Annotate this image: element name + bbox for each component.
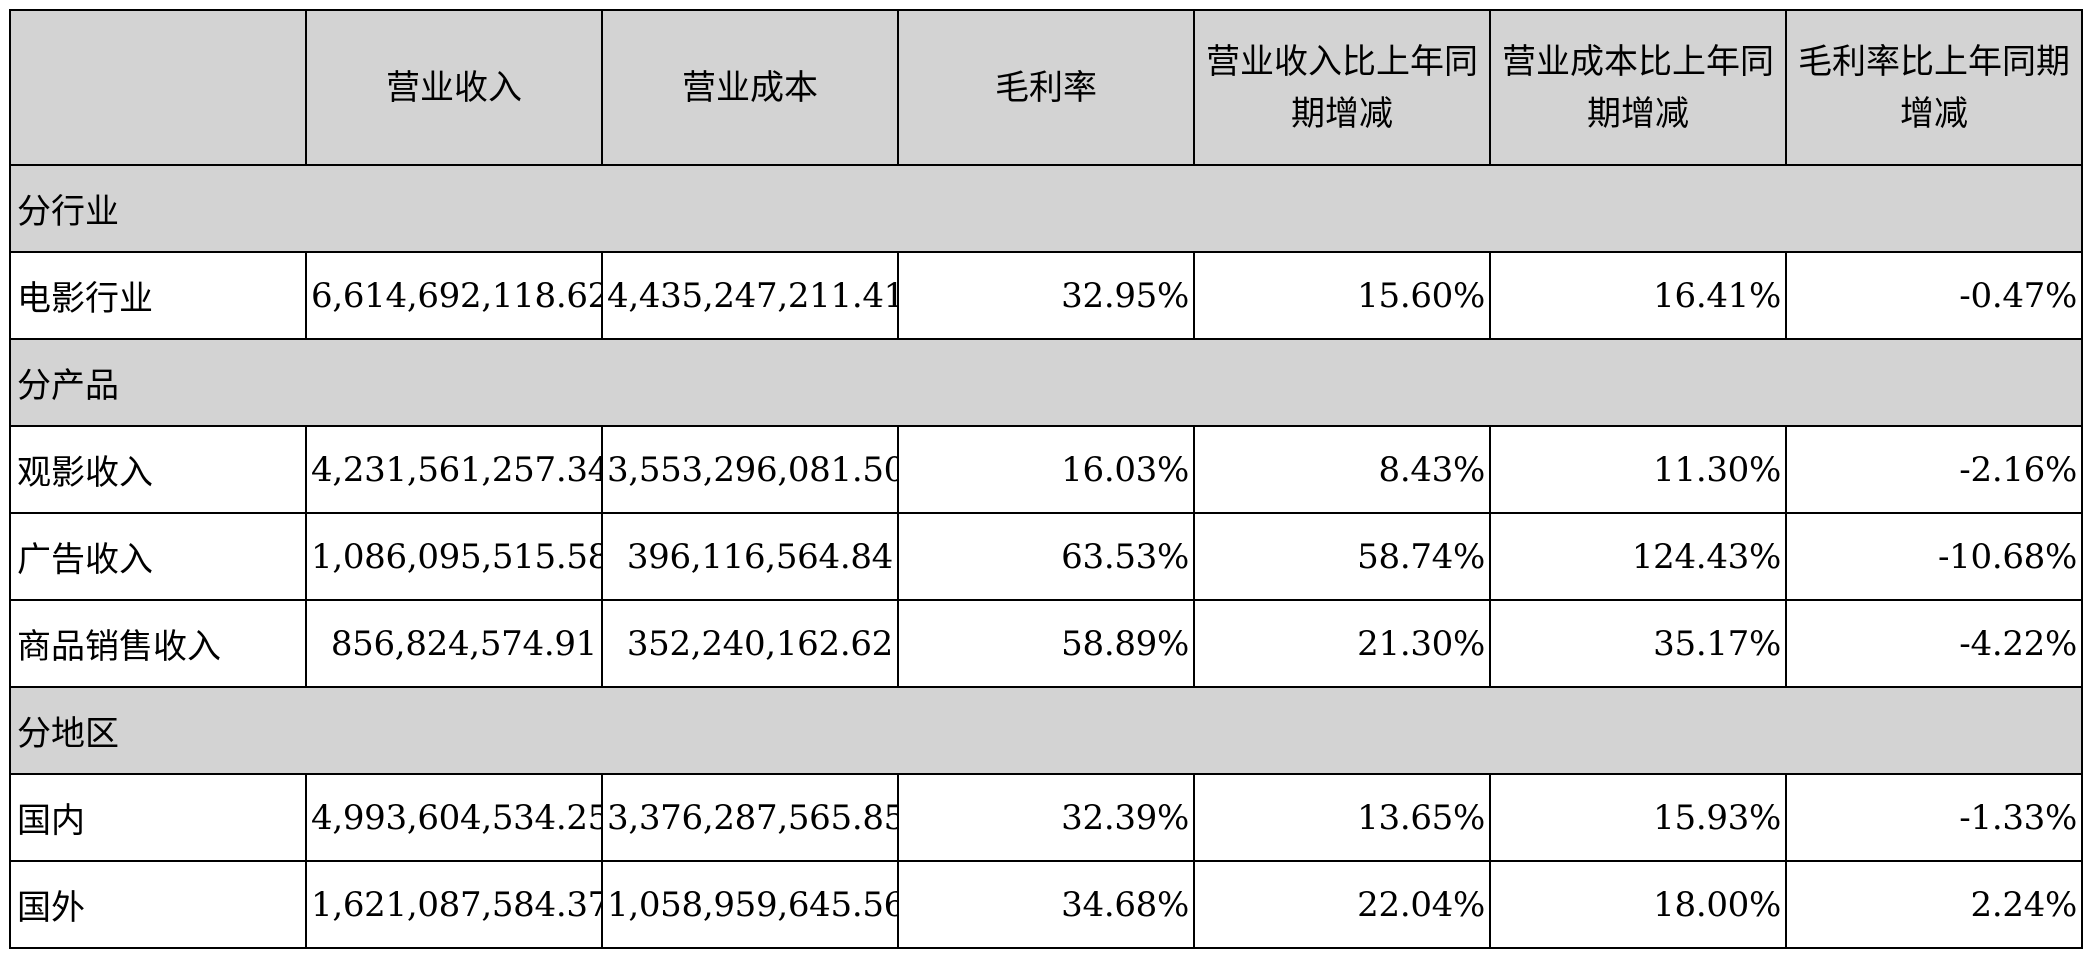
table-row: 电影行业 6,614,692,118.62 4,435,247,211.41 3…: [9, 251, 2083, 340]
row-label: 国外: [9, 860, 307, 949]
cell-gross-margin: 32.39%: [897, 773, 1195, 862]
cell-revenue-yoy: 8.43%: [1193, 425, 1491, 514]
table-row: 国外 1,621,087,584.37 1,058,959,645.56 34.…: [9, 860, 2083, 949]
section-row-region: 分地区: [9, 686, 2083, 775]
cell-revenue: 1,086,095,515.58: [305, 512, 603, 601]
header-cell-revenue-yoy: 营业收入比上年同期增减: [1193, 9, 1491, 166]
header-cell-corner: [9, 9, 307, 166]
cell-cost: 1,058,959,645.56: [601, 860, 899, 949]
cell-margin-yoy: -10.68%: [1785, 512, 2083, 601]
cell-cost-yoy: 35.17%: [1489, 599, 1787, 688]
cell-cost: 352,240,162.62: [601, 599, 899, 688]
cell-cost-yoy: 124.43%: [1489, 512, 1787, 601]
cell-cost: 4,435,247,211.41: [601, 251, 899, 340]
cell-gross-margin: 63.53%: [897, 512, 1195, 601]
cell-revenue-yoy: 22.04%: [1193, 860, 1491, 949]
header-cell-gross-margin: 毛利率: [897, 9, 1195, 166]
row-label: 国内: [9, 773, 307, 862]
cell-revenue-yoy: 58.74%: [1193, 512, 1491, 601]
cell-cost-yoy: 15.93%: [1489, 773, 1787, 862]
table-row: 商品销售收入 856,824,574.91 352,240,162.62 58.…: [9, 599, 2083, 688]
header-cell-revenue: 营业收入: [305, 9, 603, 166]
cell-revenue-yoy: 21.30%: [1193, 599, 1491, 688]
cell-revenue-yoy: 13.65%: [1193, 773, 1491, 862]
row-label: 观影收入: [9, 425, 307, 514]
cell-cost: 3,376,287,565.85: [601, 773, 899, 862]
row-label: 商品销售收入: [9, 599, 307, 688]
cell-revenue: 4,993,604,534.25: [305, 773, 603, 862]
cell-margin-yoy: 2.24%: [1785, 860, 2083, 949]
cell-revenue: 856,824,574.91: [305, 599, 603, 688]
section-label: 分地区: [9, 686, 2083, 775]
section-label: 分行业: [9, 164, 2083, 253]
section-row-industry: 分行业: [9, 164, 2083, 253]
header-cell-margin-yoy: 毛利率比上年同期增减: [1785, 9, 2083, 166]
cell-cost-yoy: 11.30%: [1489, 425, 1787, 514]
header-cell-cost: 营业成本: [601, 9, 899, 166]
cell-cost: 3,553,296,081.50: [601, 425, 899, 514]
table-row: 国内 4,993,604,534.25 3,376,287,565.85 32.…: [9, 773, 2083, 862]
header-cell-cost-yoy: 营业成本比上年同期增减: [1489, 9, 1787, 166]
header-row: 营业收入 营业成本 毛利率 营业收入比上年同期增减 营业成本比上年同期增减 毛利…: [9, 9, 2083, 166]
row-label: 广告收入: [9, 512, 307, 601]
section-row-product: 分产品: [9, 338, 2083, 427]
section-label: 分产品: [9, 338, 2083, 427]
cell-cost-yoy: 18.00%: [1489, 860, 1787, 949]
cell-margin-yoy: -0.47%: [1785, 251, 2083, 340]
cell-margin-yoy: -2.16%: [1785, 425, 2083, 514]
cell-revenue: 4,231,561,257.34: [305, 425, 603, 514]
row-label: 电影行业: [9, 251, 307, 340]
cell-gross-margin: 32.95%: [897, 251, 1195, 340]
cell-gross-margin: 58.89%: [897, 599, 1195, 688]
cell-margin-yoy: -4.22%: [1785, 599, 2083, 688]
cell-cost-yoy: 16.41%: [1489, 251, 1787, 340]
cell-revenue-yoy: 15.60%: [1193, 251, 1491, 340]
cell-cost: 396,116,564.84: [601, 512, 899, 601]
table-row: 观影收入 4,231,561,257.34 3,553,296,081.50 1…: [9, 425, 2083, 514]
cell-gross-margin: 34.68%: [897, 860, 1195, 949]
cell-gross-margin: 16.03%: [897, 425, 1195, 514]
cell-revenue: 6,614,692,118.62: [305, 251, 603, 340]
financial-table: 营业收入 营业成本 毛利率 营业收入比上年同期增减 营业成本比上年同期增减 毛利…: [9, 9, 2083, 949]
cell-margin-yoy: -1.33%: [1785, 773, 2083, 862]
cell-revenue: 1,621,087,584.37: [305, 860, 603, 949]
table-row: 广告收入 1,086,095,515.58 396,116,564.84 63.…: [9, 512, 2083, 601]
